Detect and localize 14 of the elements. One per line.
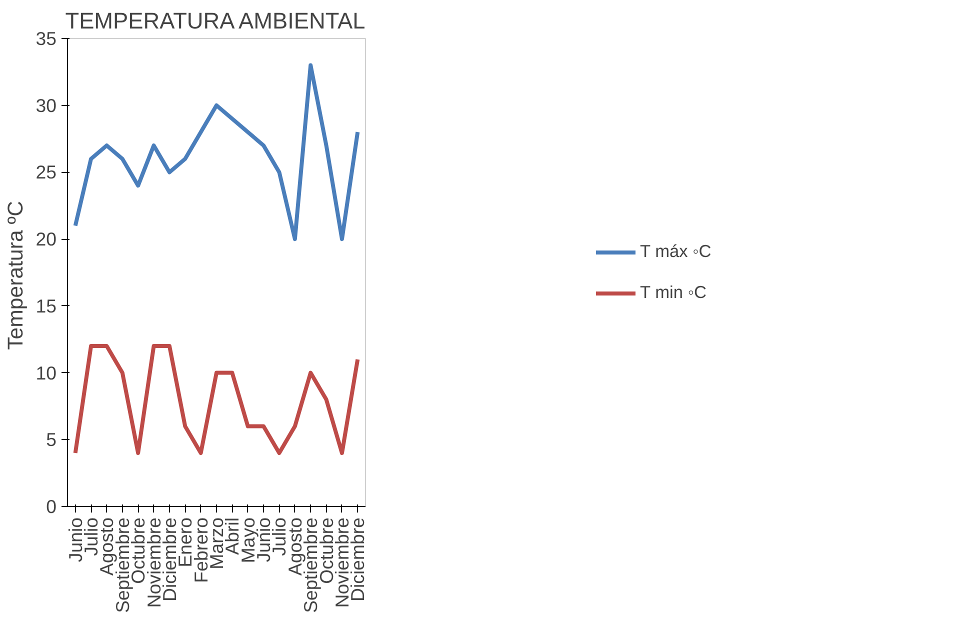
y-tick-label: 0 bbox=[46, 496, 57, 517]
y-tick-label: 20 bbox=[36, 228, 57, 250]
y-axis-title: Temperatura ºC bbox=[4, 201, 28, 350]
y-tick-label: 10 bbox=[36, 362, 57, 384]
y-tick-label: 25 bbox=[36, 162, 57, 183]
line-series bbox=[73, 63, 360, 242]
legend-label: T min ◦C bbox=[640, 282, 708, 303]
y-tick-label: 35 bbox=[36, 28, 57, 49]
chart-title: TEMPERATURA AMBIENTAL bbox=[65, 8, 366, 34]
line-series bbox=[73, 344, 360, 456]
y-tick-label: 30 bbox=[36, 94, 57, 116]
legend-label: T máx ◦C bbox=[640, 241, 712, 262]
y-tick-label: 15 bbox=[36, 295, 57, 316]
y-tick-label: 5 bbox=[46, 429, 57, 450]
